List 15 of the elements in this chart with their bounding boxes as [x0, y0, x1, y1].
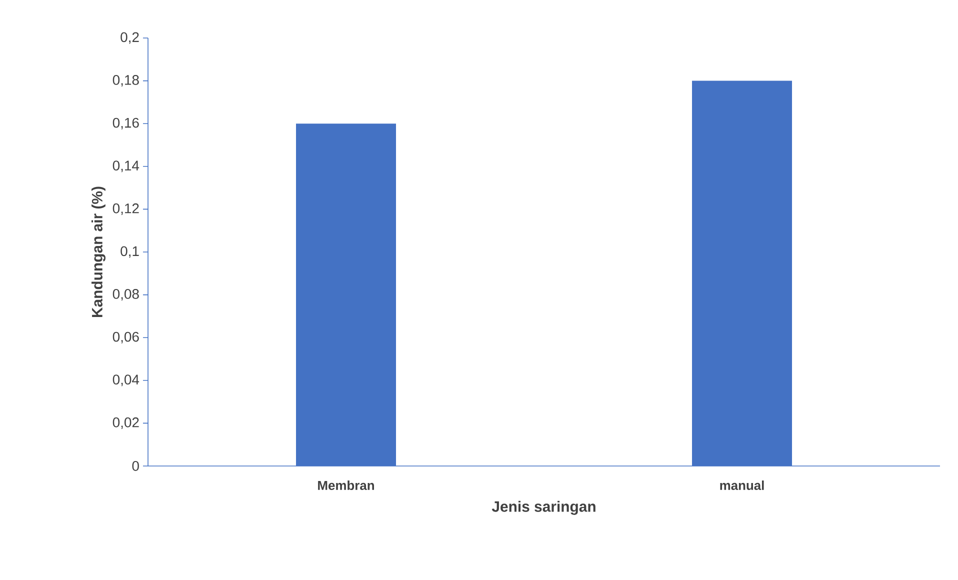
y-tick-label: 0 [132, 461, 139, 471]
y-tick-label: 0,04 [112, 374, 140, 386]
y-tick-label: 0,18 [112, 75, 139, 87]
y-tick-label: 0,16 [112, 118, 139, 130]
y-tick-label: 0,12 [112, 203, 139, 215]
y-tick-label: 0,08 [112, 289, 139, 301]
y-tick-label: 0,14 [112, 160, 140, 172]
y-axis-title: Kandungan air (%) [92, 186, 106, 317]
y-tick-label: 0,02 [112, 417, 139, 429]
x-tick-label: Membran [318, 480, 374, 490]
y-tick-label: 0,2 [120, 32, 139, 44]
x-axis-title: Jenis saringan [492, 500, 596, 515]
x-tick-label: manual [720, 480, 764, 490]
y-tick-label: 0,1 [120, 246, 139, 258]
y-tick-label: 0,06 [112, 332, 139, 344]
